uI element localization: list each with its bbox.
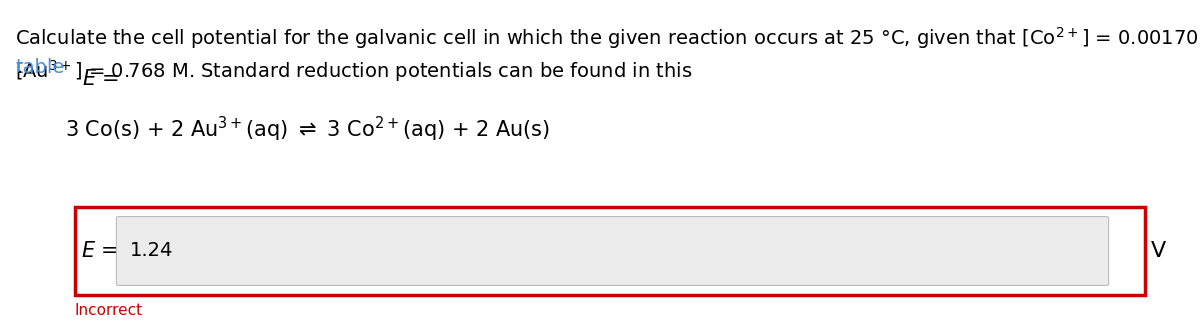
Text: 1.24: 1.24 xyxy=(130,242,173,260)
Text: $E$ =: $E$ = xyxy=(82,241,119,261)
Text: Calculate the cell potential for the galvanic cell in which the given reaction o: Calculate the cell potential for the gal… xyxy=(14,25,1200,51)
Text: [Au$^{3+}$] = 0.768 M. Standard reduction potentials can be found in this: [Au$^{3+}$] = 0.768 M. Standard reductio… xyxy=(14,58,694,84)
FancyBboxPatch shape xyxy=(116,216,1109,285)
Text: .: . xyxy=(17,58,23,77)
Bar xyxy=(74,207,1145,295)
Text: V: V xyxy=(1151,241,1166,261)
Text: 3 Co(s) + 2 Au$^{3+}$(aq) $\rightleftharpoons$ 3 Co$^{2+}$(aq) + 2 Au(s): 3 Co(s) + 2 Au$^{3+}$(aq) $\rightlefthar… xyxy=(65,115,550,144)
Text: table: table xyxy=(16,58,65,77)
Text: Incorrect: Incorrect xyxy=(74,303,143,318)
Text: $E$ =: $E$ = xyxy=(82,69,119,89)
